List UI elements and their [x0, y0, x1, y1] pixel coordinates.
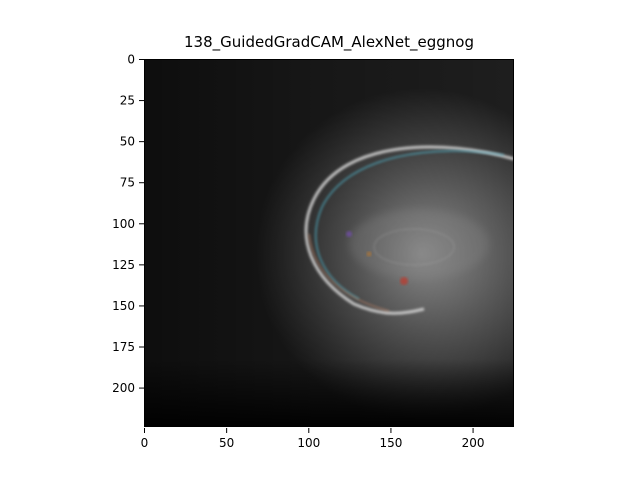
y-tick-label: 150 [112, 299, 135, 313]
y-tick-label: 200 [112, 381, 135, 395]
x-tick-label: 100 [297, 436, 320, 450]
y-tick-label: 50 [120, 135, 135, 149]
x-tick-label: 150 [379, 436, 402, 450]
y-tick-label: 175 [112, 340, 135, 354]
x-tick-label: 200 [462, 436, 485, 450]
y-tick-label: 125 [112, 258, 135, 272]
y-tick-label: 0 [127, 53, 135, 67]
y-tick-label: 25 [120, 94, 135, 108]
x-tick-label: 0 [141, 436, 149, 450]
y-tick-label: 100 [112, 217, 135, 231]
y-tick-label: 75 [120, 176, 135, 190]
x-tick-label: 50 [219, 436, 234, 450]
heatmap-image [144, 59, 514, 427]
plot-title: 138_GuidedGradCAM_AlexNet_eggnog [184, 33, 474, 51]
